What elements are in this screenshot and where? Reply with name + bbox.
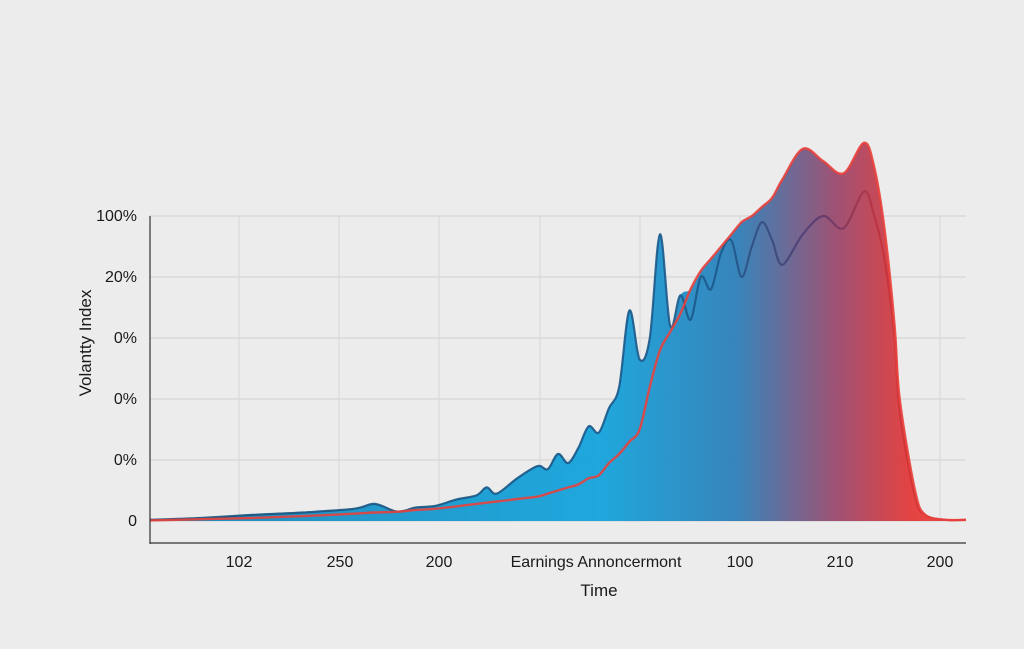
area-fill (150, 142, 966, 521)
axes (149, 216, 966, 544)
x-tick-label: 210 (827, 554, 854, 571)
x-tick-label: 250 (327, 554, 354, 571)
y-tick-label: 0% (114, 452, 137, 469)
y-tick-label: 0% (114, 330, 137, 347)
series-line-1 (149, 190, 967, 522)
x-axis-title: Time (580, 581, 617, 600)
y-tick-labels: 100% 20% 0% 0% 0% 0 (96, 208, 137, 530)
y-axis-title: Volantty Index (76, 289, 95, 396)
x-tick-label: 200 (426, 554, 453, 571)
x-tick-label: 200 (927, 554, 954, 571)
x-tick-label: 102 (226, 554, 253, 571)
y-tick-label: 20% (105, 269, 137, 286)
x-tick-label: Earnings Annoncermont (511, 554, 682, 571)
y-tick-label: 100% (96, 208, 137, 225)
area-series (149, 141, 967, 522)
y-tick-label: 0 (128, 513, 137, 530)
series-line-2 (149, 141, 967, 522)
y-tick-label: 0% (114, 391, 137, 408)
x-tick-label: 100 (727, 554, 754, 571)
x-tick-labels: 102 250 200 Earnings Annoncermont 100 210 200 (226, 554, 954, 571)
